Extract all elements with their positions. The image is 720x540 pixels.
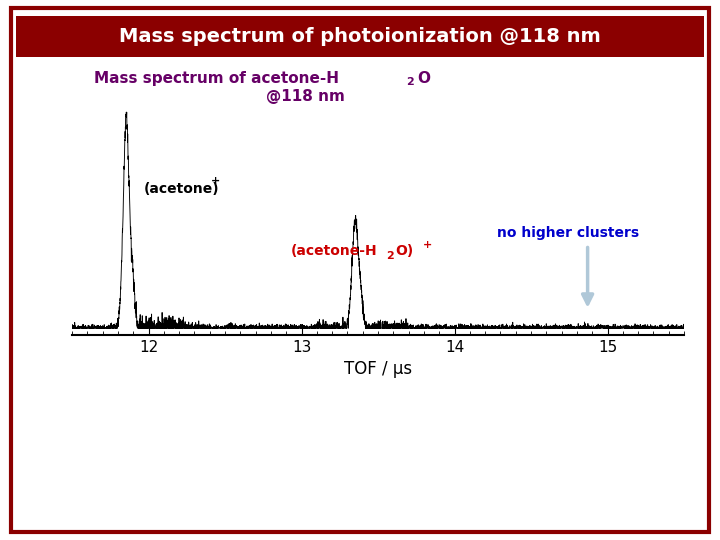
Text: (acetone): (acetone) [144, 182, 220, 196]
Text: 2: 2 [387, 251, 394, 261]
Text: +: + [423, 240, 433, 250]
Text: no higher clusters: no higher clusters [498, 226, 639, 240]
Text: +: + [210, 176, 220, 186]
Text: Mass spectrum of acetone-H: Mass spectrum of acetone-H [94, 71, 338, 86]
Text: Mass spectrum of photoionization @118 nm: Mass spectrum of photoionization @118 nm [119, 26, 601, 46]
Text: @118 nm: @118 nm [266, 89, 346, 104]
Bar [16, 16, 704, 57]
Text: O: O [418, 71, 431, 86]
X-axis label: TOF / μs: TOF / μs [344, 360, 412, 378]
Text: 2: 2 [406, 77, 414, 87]
Text: O): O) [395, 244, 414, 258]
Text: (acetone-H: (acetone-H [291, 244, 377, 258]
